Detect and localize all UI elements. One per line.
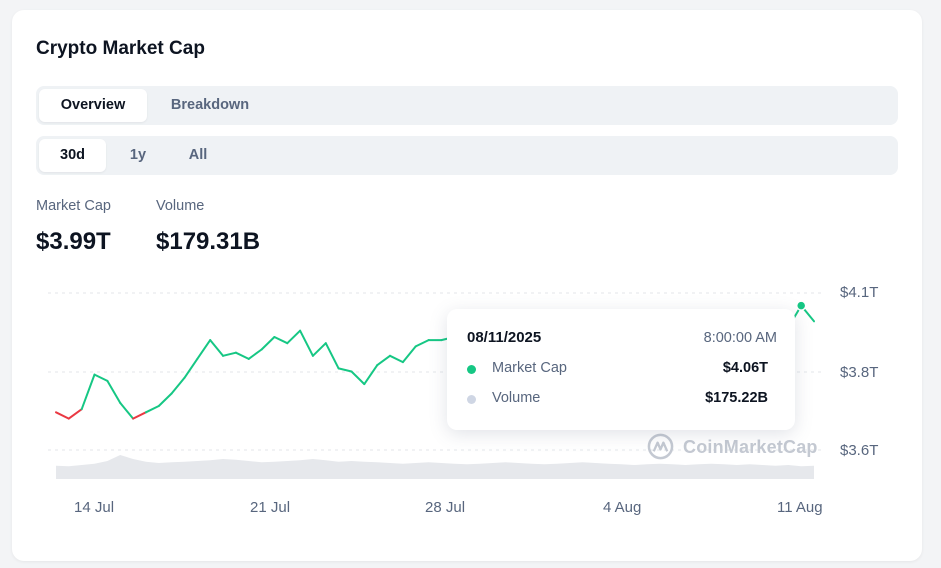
view-tab-group: Overview Breakdown	[36, 86, 898, 125]
volume-value: $179.31B	[156, 228, 261, 255]
tab-breakdown[interactable]: Breakdown	[170, 97, 250, 113]
market-cap-segment	[234, 351, 250, 360]
tooltip-market-cap-row: Market Cap $4.06T	[467, 359, 768, 379]
x-tick-label: 11 Aug	[777, 499, 823, 516]
market-cap-segment	[80, 373, 96, 411]
market-cap-segment	[299, 329, 314, 357]
tooltip-volume-row: Volume $175.22B	[467, 389, 768, 409]
tab-overview[interactable]: Overview	[39, 89, 147, 122]
range-tab-30d[interactable]: 30d	[39, 139, 106, 172]
watermark-text: CoinMarketCap	[683, 437, 818, 457]
range-tab-all[interactable]: All	[188, 147, 208, 163]
y-tick-label: $3.6T	[840, 442, 879, 459]
tooltip-volume-label: Volume	[492, 390, 541, 406]
market-cap-segment	[132, 411, 147, 420]
volume-area	[56, 455, 814, 479]
market-cap-segment	[273, 336, 289, 345]
market-cap-segment	[337, 367, 353, 373]
x-tick-label: 28 Jul	[425, 499, 466, 516]
market-cap-segment	[260, 336, 276, 351]
market-cap-segment	[311, 342, 327, 357]
market-cap-legend-dot	[467, 365, 476, 374]
card-title: Crypto Market Cap	[36, 38, 205, 59]
y-tick-label: $4.1T	[840, 284, 879, 301]
market-cap-segment	[414, 339, 430, 348]
market-cap-segment	[106, 379, 122, 404]
market-cap-segment	[144, 405, 160, 414]
tooltip-market-cap-label: Market Cap	[492, 360, 567, 376]
market-cap-segment	[93, 373, 109, 382]
market-cap-segment	[247, 348, 263, 360]
y-tick-label: $3.8T	[840, 364, 879, 381]
market-cap-segment	[350, 370, 366, 386]
market-cap-segment	[183, 357, 199, 379]
x-tick-label: 21 Jul	[250, 499, 291, 516]
market-cap-segment	[324, 342, 340, 370]
coinmarketcap-logo-icon	[647, 433, 674, 460]
tooltip-volume-value: $175.22B	[705, 390, 768, 406]
market-cap-segment	[119, 401, 135, 420]
market-cap-value: $3.99T	[36, 228, 111, 255]
market-cap-segment	[376, 354, 391, 367]
range-tab-1y[interactable]: 1y	[129, 147, 147, 163]
tooltip-date: 08/11/2025	[467, 329, 542, 346]
x-tick-label: 4 Aug	[603, 499, 642, 516]
market-cap-segment	[67, 408, 83, 420]
volume-legend-dot	[467, 395, 476, 404]
market-cap-segment	[209, 339, 224, 357]
market-cap-segment	[170, 376, 186, 395]
market-cap-segment	[401, 345, 417, 364]
market-cap-segment	[363, 364, 379, 386]
volume-label: Volume	[156, 198, 205, 214]
chart-tooltip: 08/11/2025 8:00:00 AM Market Cap $4.06T …	[447, 309, 795, 430]
market-cap-segment	[55, 411, 70, 420]
market-cap-label: Market Cap	[36, 198, 111, 214]
market-cap-segment	[286, 329, 302, 345]
hover-point	[795, 300, 807, 311]
market-cap-segment	[196, 339, 212, 360]
tooltip-market-cap-value: $4.06T	[722, 360, 768, 376]
tooltip-time: 8:00:00 AM	[703, 330, 777, 346]
market-cap-segment	[157, 392, 173, 407]
market-cap-segment	[389, 354, 404, 364]
x-tick-label: 14 Jul	[74, 499, 115, 516]
range-tab-group: 30d 1y All	[36, 136, 898, 175]
market-cap-segment	[222, 351, 237, 357]
